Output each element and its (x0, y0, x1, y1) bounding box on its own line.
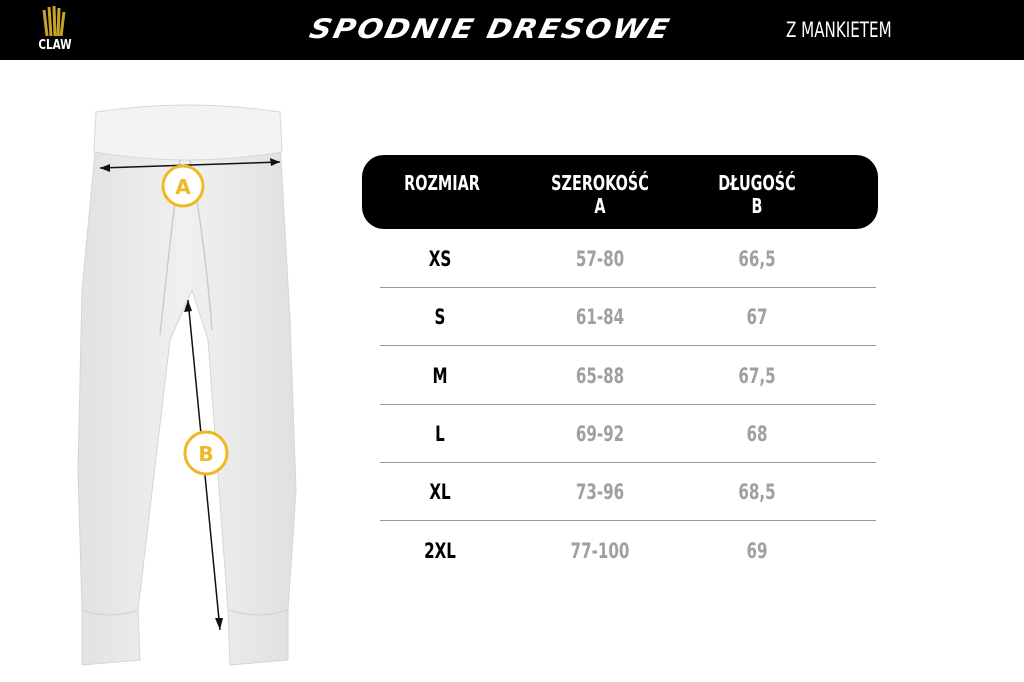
column-header-width: SZEROKOŚĆ A (551, 171, 649, 218)
length-cell: 69 (746, 538, 768, 563)
claw-icon (42, 5, 66, 37)
waistband (93, 104, 283, 161)
pants-body (77, 141, 297, 666)
table-row: XL 73-96 68,5 (380, 463, 876, 522)
header-bar: CLAW SPODNIE DRESOWE Z MANKIETEM (0, 0, 1024, 60)
length-cell: 68 (746, 421, 768, 446)
table-row: 2XL 77-100 69 (380, 522, 876, 580)
size-cell: S (434, 305, 446, 330)
row-divider (380, 403, 876, 405)
column-header-length: DŁUGOŚĆ B (718, 171, 796, 218)
width-cell: 61-84 (575, 305, 625, 330)
table-row: M 65-88 67,5 (380, 347, 876, 405)
length-cell: 67 (746, 305, 768, 330)
pants-diagram: A B (77, 104, 297, 666)
svg-text:A: A (175, 175, 191, 199)
width-cell: 65-88 (575, 363, 625, 388)
width-cell: 77-100 (570, 538, 630, 563)
size-cell: M (432, 363, 448, 388)
width-cell: 69-92 (575, 421, 625, 446)
row-divider (380, 345, 876, 347)
measure-a-arrow (99, 161, 281, 169)
table-row: L 69-92 68 (380, 405, 876, 463)
page-title: SPODNIE DRESOWE (306, 13, 674, 46)
length-cell: 68,5 (738, 480, 776, 505)
size-cell: XL (429, 480, 451, 505)
length-cell: 66,5 (738, 247, 776, 271)
size-cell: 2XL (424, 538, 456, 563)
width-cell: 57-80 (575, 247, 625, 271)
length-cell: 67,5 (738, 363, 776, 388)
svg-text:B: B (198, 442, 213, 466)
size-cell: XS (428, 247, 452, 271)
size-cell: L (435, 421, 445, 446)
row-divider (380, 520, 876, 522)
row-divider (380, 287, 876, 288)
table-header: ROZMIAR SZEROKOŚĆ A DŁUGOŚĆ B (362, 155, 878, 229)
table-row: S 61-84 67 (380, 288, 876, 347)
marker-a: A (161, 164, 205, 208)
table-row: XS 57-80 66,5 (380, 230, 876, 288)
page-subtitle: Z MANKIETEM (786, 18, 892, 42)
brand-logo: CLAW (30, 4, 80, 56)
column-header-size: ROZMIAR (404, 171, 480, 195)
marker-b: B (183, 430, 229, 476)
brand-name: CLAW (38, 38, 72, 53)
row-divider (380, 461, 876, 463)
width-cell: 73-96 (575, 480, 625, 505)
